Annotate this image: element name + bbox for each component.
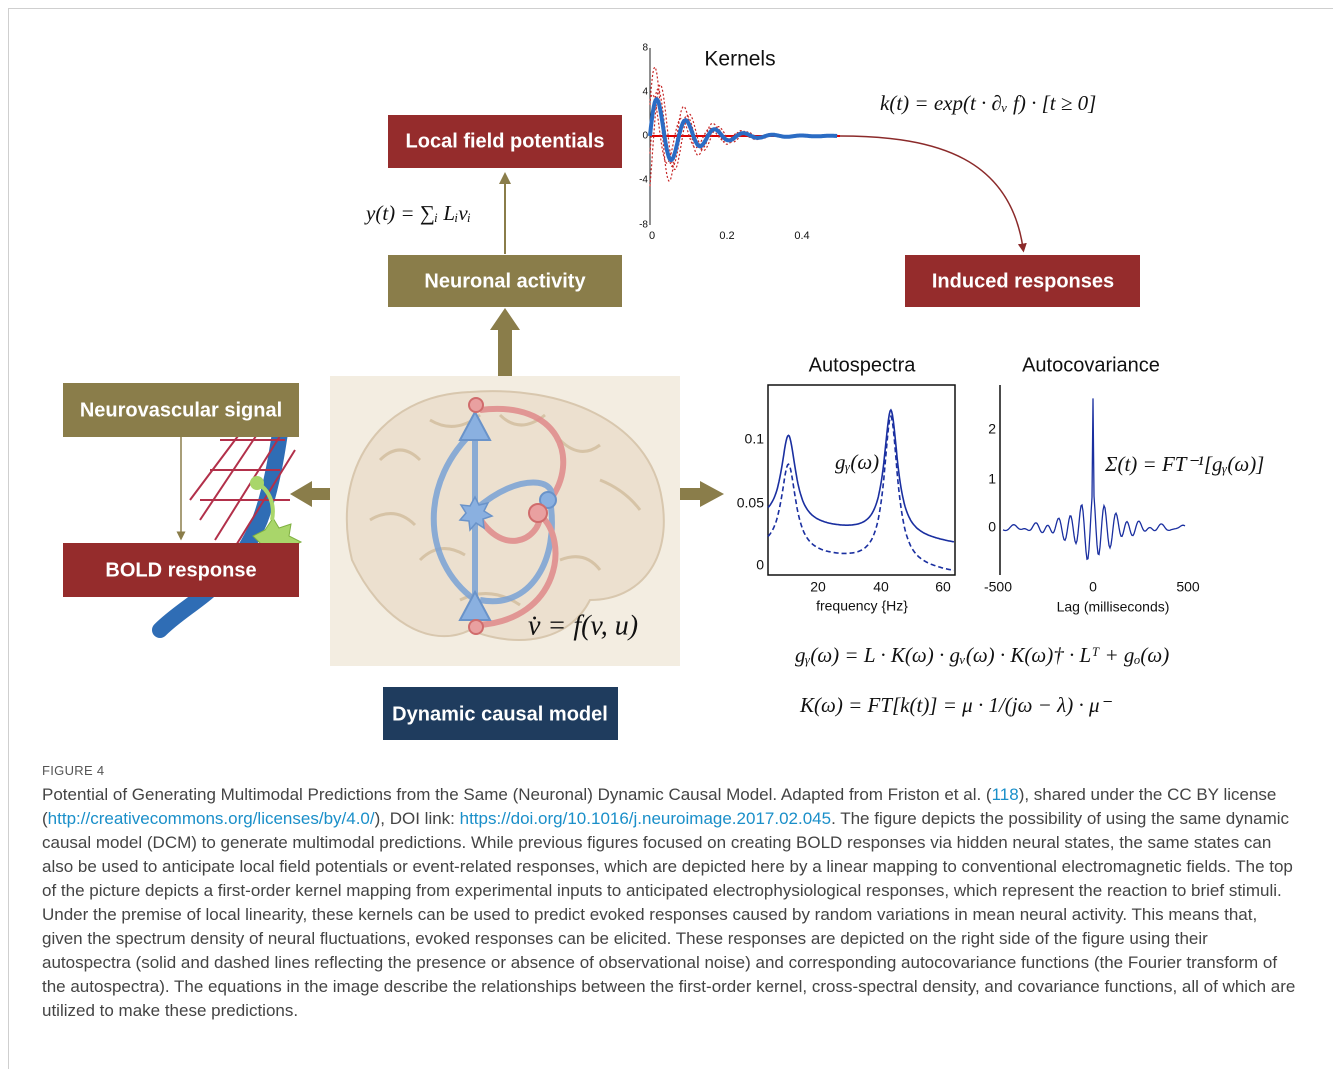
x-tick-label: 0.2 [719, 230, 734, 242]
covariance-equation: Σ(t) = FT⁻¹[gᵧ(ω)] [1104, 452, 1264, 476]
curve [650, 99, 837, 160]
box-label: Local field potentials [406, 130, 605, 152]
curve [1003, 398, 1185, 559]
autospectra-plot: Autospectra frequency {Hz} 0.1 0.05 0 20 40 6… [737, 354, 955, 613]
x-axis-label: Lag (milliseconds) [1057, 599, 1170, 615]
x-tick-label: 0 [1089, 579, 1097, 595]
x-tick-label: 0 [649, 230, 655, 242]
y-tick-label: 1 [988, 471, 996, 487]
x-tick-label: 60 [935, 579, 951, 595]
model-equation: v̇ = f(v, u) [528, 610, 638, 641]
plot-title: Autospectra [809, 354, 917, 376]
curve [650, 89, 837, 167]
curve [650, 67, 837, 181]
y-tick-label: 0.1 [745, 431, 765, 447]
lfp-equation: y(t) = ∑ᵢ Lᵢvᵢ [364, 201, 471, 225]
x-tick-label: 40 [873, 579, 889, 595]
box-label: Neuronal activity [424, 270, 586, 292]
box-label: Neurovascular signal [80, 399, 282, 421]
x-tick-label: 500 [1176, 579, 1200, 595]
y-tick-label: 0 [988, 519, 996, 535]
y-tick-label: 8 [642, 43, 648, 54]
curve [768, 416, 954, 570]
y-tick-label: -8 [639, 220, 648, 231]
x-tick-label: -500 [984, 579, 1012, 595]
y-tick-label: 0 [642, 131, 648, 142]
spectral-equation: gᵧ(ω) = L · K(ω) · gᵥ(ω) · K(ω)† · Lᵀ + … [795, 643, 1169, 667]
transfer-equation: K(ω) = FT[k(t)] = μ · 1/(jω − λ) · μ⁻ [799, 693, 1112, 717]
curve [768, 410, 954, 542]
x-tick-label: 20 [810, 579, 826, 595]
curve [650, 95, 837, 164]
caption-span: Potential of Generating Multimodal Predi… [42, 785, 992, 804]
caption-link[interactable]: https://doi.org/10.1016/j.neuroimage.201… [460, 809, 831, 828]
page: v̇ = f(v, u) Local field potentials Neur… [0, 0, 1333, 1068]
x-tick-label: 0.4 [794, 230, 809, 242]
caption-text: Potential of Generating Multimodal Predi… [42, 783, 1300, 1023]
caption-span: ), DOI link: [375, 809, 460, 828]
y-tick-label: 0 [756, 557, 764, 573]
box-label: BOLD response [105, 559, 256, 581]
plot-title: Kernels [704, 48, 775, 71]
brain-panel: v̇ = f(v, u) [330, 376, 680, 666]
figure: v̇ = f(v, u) Local field potentials Neur… [0, 0, 1333, 760]
y-tick-label: 0.05 [737, 495, 764, 511]
caption-label: FIGURE 4 [42, 763, 104, 778]
box-label: Dynamic causal model [392, 703, 608, 725]
caption-span: . The figure depicts the possibility of … [42, 809, 1295, 1020]
plot-title: Autocovariance [1022, 354, 1160, 376]
y-tick-label: -4 [639, 175, 648, 186]
autocovariance-plot: Autocovariance Lag (milliseconds) 2 1 0 -50… [984, 354, 1200, 614]
x-axis-label: frequency {Hz} [816, 598, 908, 614]
y-tick-label: 2 [988, 421, 996, 437]
kernel-equation: k(t) = exp(t · ∂ᵥ f) · [t ≥ 0] [880, 91, 1096, 115]
caption-link[interactable]: 118 [992, 785, 1019, 804]
y-tick-label: 4 [642, 87, 648, 98]
curve-label: gᵧ(ω) [835, 450, 879, 474]
caption-link[interactable]: http://creativecommons.org/licenses/by/4… [48, 809, 375, 828]
box-label: Induced responses [932, 270, 1114, 292]
